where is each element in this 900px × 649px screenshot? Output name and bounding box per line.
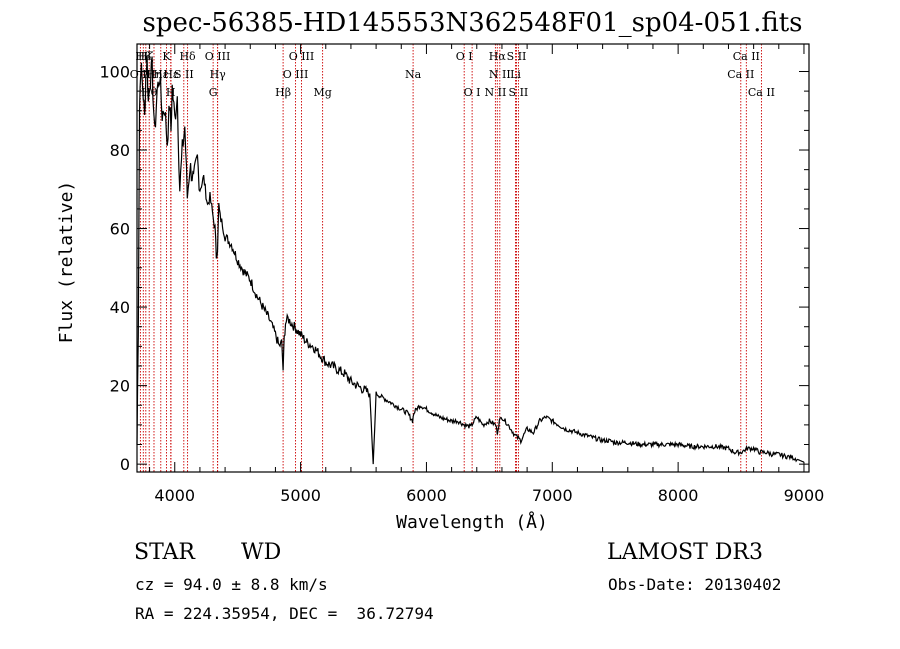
coordinates: RA = 224.35954, DEC = 36.72794	[135, 604, 434, 623]
line-marker-label-20: O I	[464, 86, 481, 99]
survey-label: LAMOST DR3	[607, 540, 763, 565]
line-marker-label-5: Hε	[153, 68, 169, 81]
plot-frame	[136, 43, 810, 473]
x-tick-label: 4000	[154, 486, 195, 505]
x-tick-label: 6000	[406, 486, 447, 505]
line-marker-label-28: Ca II	[727, 68, 754, 81]
x-tick-label: 7000	[532, 486, 573, 505]
line-marker-label-9: Hδ	[179, 50, 196, 63]
line-marker-label-17: Mg	[313, 86, 331, 99]
line-marker-label-13: G	[209, 86, 218, 99]
spectral-line-markers	[139, 44, 762, 472]
subclass-label: WD	[241, 540, 282, 565]
line-marker-label-11: O III	[205, 50, 231, 63]
line-marker-label-24: S II	[507, 50, 527, 63]
y-tick-label: 0	[120, 455, 130, 474]
x-axis-ticks: 4000 5000 6000 7000 8000 9000	[149, 44, 825, 505]
line-marker-label-26: S II	[509, 86, 529, 99]
y-tick-label: 60	[110, 220, 130, 239]
spectrum-line	[136, 55, 805, 465]
chart-title: spec-56385-HD145553N362548F01_sp04-051.f…	[142, 8, 803, 38]
line-marker-label-12: Hγ	[210, 68, 227, 81]
y-tick-label: 40	[110, 298, 130, 317]
line-marker-label-6: K	[162, 50, 171, 63]
y-tick-label: 80	[110, 141, 130, 160]
x-tick-label: 8000	[658, 486, 699, 505]
class-label: STAR	[134, 540, 195, 565]
line-marker-label-23: N II	[484, 86, 506, 99]
x-tick-label: 5000	[280, 486, 321, 505]
line-marker-label-16: Hβ	[275, 86, 291, 99]
line-marker-label-3: Hζ	[138, 50, 154, 63]
line-marker-label-29: Ca II	[748, 86, 775, 99]
line-marker-label-21: Hα	[489, 50, 507, 63]
line-marker-label-18: Na	[405, 68, 422, 81]
obs-date: Obs-Date: 20130402	[608, 575, 782, 594]
x-tick-label: 9000	[784, 486, 825, 505]
line-marker-label-8: H	[166, 86, 176, 99]
line-marker-label-25: Li	[510, 68, 521, 81]
line-marker-label-7: Hε	[163, 68, 179, 81]
y-tick-label: 100	[99, 62, 130, 81]
line-marker-label-19: O I	[456, 50, 473, 63]
y-axis-ticks: 0 20 40 60 80 100	[99, 62, 809, 474]
line-marker-label-14: O III	[289, 50, 315, 63]
line-marker-label-4: Hη	[146, 68, 162, 81]
line-marker-label-15: O III	[283, 68, 309, 81]
x-axis-label: Wavelength (Å)	[396, 511, 548, 533]
line-marker-label-10: S II	[174, 68, 194, 81]
line-marker-label-22: N II	[489, 68, 511, 81]
line-marker-label-27: Ca II	[733, 50, 760, 63]
y-tick-label: 20	[110, 377, 130, 396]
redshift-value: cz = 94.0 ± 8.8 km/s	[135, 575, 328, 594]
y-axis-label: Flux (relative)	[56, 181, 77, 344]
